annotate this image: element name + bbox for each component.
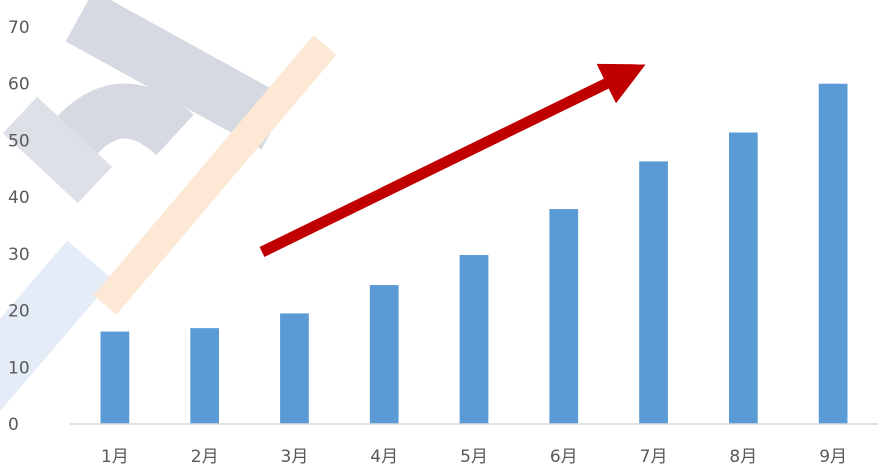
y-tick-label: 10 bbox=[8, 358, 30, 378]
bar bbox=[280, 313, 309, 424]
x-tick-label: 5月 bbox=[460, 447, 488, 467]
bar bbox=[190, 328, 220, 424]
x-tick-label: 2月 bbox=[191, 447, 219, 467]
y-tick-label: 60 bbox=[8, 75, 30, 95]
bar bbox=[100, 331, 130, 424]
watermark-stroke-blue bbox=[0, 240, 113, 412]
x-tick-label: 9月 bbox=[819, 447, 847, 467]
y-tick-label: 30 bbox=[8, 245, 30, 265]
y-axis-ticks: 0 10 20 30 40 50 60 70 bbox=[8, 18, 30, 435]
bar bbox=[818, 83, 848, 424]
bar bbox=[369, 285, 399, 424]
x-tick-label: 4月 bbox=[370, 447, 398, 467]
bar bbox=[639, 161, 668, 425]
bar bbox=[549, 209, 579, 424]
x-tick-label: 3月 bbox=[281, 447, 309, 467]
watermark-logo bbox=[0, 0, 337, 412]
x-tick-label: 8月 bbox=[729, 447, 757, 467]
bar bbox=[459, 254, 489, 424]
watermark-stroke-orange bbox=[93, 35, 337, 315]
y-tick-label: 40 bbox=[8, 188, 30, 208]
y-tick-label: 20 bbox=[8, 302, 30, 322]
watermark-stroke-gray-left bbox=[2, 96, 113, 204]
trend-arrow bbox=[259, 63, 646, 257]
watermark-stroke-gray-top bbox=[65, 0, 290, 150]
x-tick-label: 7月 bbox=[640, 447, 668, 467]
y-tick-label: 50 bbox=[8, 131, 30, 151]
x-tick-label: 1月 bbox=[101, 447, 129, 467]
y-tick-label: 70 bbox=[8, 18, 30, 38]
x-axis-ticks: 1月 2月 3月 4月 5月 6月 7月 8月 9月 bbox=[101, 447, 847, 467]
y-tick-label: 0 bbox=[8, 415, 19, 435]
bars bbox=[100, 83, 848, 425]
x-tick-label: 6月 bbox=[550, 447, 578, 467]
bar bbox=[728, 132, 758, 424]
